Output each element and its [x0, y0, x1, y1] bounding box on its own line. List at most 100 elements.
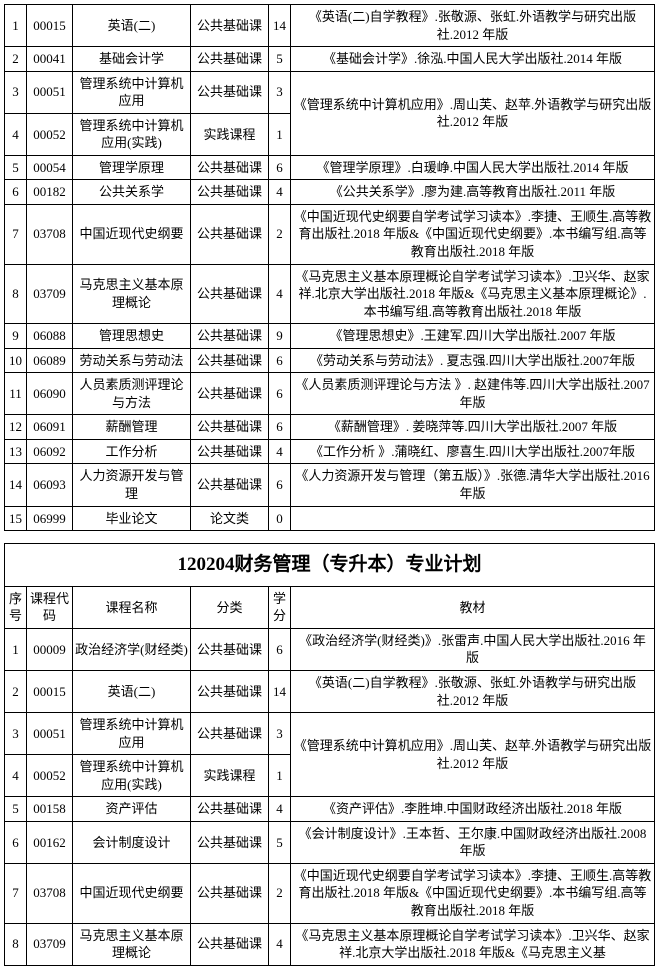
- cell-cred: 14: [269, 5, 291, 47]
- cell-idx: 3: [5, 71, 27, 113]
- cell-idx: 4: [5, 113, 27, 155]
- cell-cat: 公共基础课: [191, 415, 269, 440]
- table-row: 1306092工作分析公共基础课4《工作分析 》.蒲晓红、廖喜生.四川大学出版社…: [5, 439, 655, 464]
- cell-cred: 9: [269, 324, 291, 349]
- cell-code: 00182: [27, 180, 73, 205]
- cell-book: 《中国近现代史纲要自学考试学习读本》.李捷、王顺生.高等教育出版社.2018 年…: [291, 204, 655, 264]
- cell-idx: 3: [5, 713, 27, 755]
- cell-cred: 2: [269, 204, 291, 264]
- cell-name: 基础会计学: [73, 47, 191, 72]
- header-name: 课程名称: [73, 586, 191, 628]
- cell-idx: 15: [5, 506, 27, 531]
- cell-cat: 公共基础课: [191, 821, 269, 863]
- table-row: 300051管理系统中计算机应用公共基础课3《管理系统中计算机应用》.周山芙、赵…: [5, 713, 655, 755]
- cell-cat: 公共基础课: [191, 71, 269, 113]
- cell-code: 00051: [27, 71, 73, 113]
- cell-idx: 1: [5, 628, 27, 670]
- cell-idx: 8: [5, 264, 27, 324]
- cell-cat: 公共基础课: [191, 155, 269, 180]
- cell-book: 《基础会计学》.徐泓.中国人民大学出版社.2014 年版: [291, 47, 655, 72]
- cell-cat: 公共基础课: [191, 797, 269, 822]
- cell-cred: 6: [269, 155, 291, 180]
- cell-cat: 公共基础课: [191, 923, 269, 965]
- cell-cred: 2: [269, 863, 291, 923]
- cell-cred: 5: [269, 47, 291, 72]
- cell-idx: 1: [5, 5, 27, 47]
- table-title-row: 120204财务管理（专升本）专业计划: [5, 544, 655, 587]
- cell-idx: 13: [5, 439, 27, 464]
- cell-cred: 1: [269, 755, 291, 797]
- course-table-1: 100015英语(二)公共基础课14《英语(二)自学教程》.张敬源、张虹.外语教…: [4, 4, 655, 531]
- cell-cred: 4: [269, 439, 291, 464]
- cell-book: 《公共关系学》.廖为建.高等教育出版社.2011 年版: [291, 180, 655, 205]
- cell-cat: 公共基础课: [191, 439, 269, 464]
- table-title: 120204财务管理（专升本）专业计划: [5, 544, 655, 587]
- table-row: 906088管理思想史公共基础课9《管理思想史》.王建军.四川大学出版社.200…: [5, 324, 655, 349]
- header-code: 课程代码: [27, 586, 73, 628]
- cell-book: 《工作分析 》.蒲晓红、廖喜生.四川大学出版社.2007年版: [291, 439, 655, 464]
- cell-cat: 实践课程: [191, 755, 269, 797]
- table-row: 703708中国近现代史纲要公共基础课2《中国近现代史纲要自学考试学习读本》.李…: [5, 204, 655, 264]
- cell-name: 马克思主义基本原理概论: [73, 264, 191, 324]
- cell-cat: 公共基础课: [191, 5, 269, 47]
- cell-code: 00054: [27, 155, 73, 180]
- cell-cat: 公共基础课: [191, 670, 269, 712]
- table-header-row: 序号 课程代码 课程名称 分类 学分 教材: [5, 586, 655, 628]
- cell-code: 00158: [27, 797, 73, 822]
- course-table-2: 120204财务管理（专升本）专业计划 序号 课程代码 课程名称 分类 学分 教…: [4, 543, 655, 965]
- cell-book: 《管理系统中计算机应用》.周山芙、赵苹.外语教学与研究出版社.2012 年版: [291, 713, 655, 797]
- cell-code: 00052: [27, 113, 73, 155]
- cell-cred: 5: [269, 821, 291, 863]
- cell-code: 06091: [27, 415, 73, 440]
- cell-code: 06090: [27, 373, 73, 415]
- cell-code: 03708: [27, 204, 73, 264]
- cell-cat: 论文类: [191, 506, 269, 531]
- cell-cred: 0: [269, 506, 291, 531]
- table-row: 1406093人力资源开发与管理公共基础课6《人力资源开发与管理（第五版）》.张…: [5, 464, 655, 506]
- cell-code: 00009: [27, 628, 73, 670]
- cell-cat: 公共基础课: [191, 628, 269, 670]
- cell-idx: 14: [5, 464, 27, 506]
- table-row: 600182公共关系学公共基础课4《公共关系学》.廖为建.高等教育出版社.201…: [5, 180, 655, 205]
- table-row: 1006089劳动关系与劳动法公共基础课6《劳动关系与劳动法》. 夏志强.四川大…: [5, 348, 655, 373]
- cell-name: 会计制度设计: [73, 821, 191, 863]
- table-gap: [4, 531, 655, 543]
- cell-cat: 公共基础课: [191, 180, 269, 205]
- table-row: 500054管理学原理公共基础课6《管理学原理》.白瑗峥.中国人民大学出版社.2…: [5, 155, 655, 180]
- table-row: 100009政治经济学(财经类)公共基础课6《政治经济学(财经类)》.张雷声.中…: [5, 628, 655, 670]
- cell-idx: 5: [5, 155, 27, 180]
- cell-cred: 4: [269, 180, 291, 205]
- cell-book: 《资产评估》.李胜坤.中国财政经济出版社.2018 年版: [291, 797, 655, 822]
- cell-name: 人力资源开发与管理: [73, 464, 191, 506]
- cell-code: 03709: [27, 264, 73, 324]
- cell-idx: 8: [5, 923, 27, 965]
- cell-name: 资产评估: [73, 797, 191, 822]
- cell-book: 《马克思主义基本原理概论自学考试学习读本》.卫兴华、赵家祥.北京大学出版社.20…: [291, 923, 655, 965]
- cell-code: 06088: [27, 324, 73, 349]
- cell-name: 工作分析: [73, 439, 191, 464]
- cell-book: 《会计制度设计》.王本哲、王尔康.中国财政经济出版社.2008 年版: [291, 821, 655, 863]
- cell-name: 英语(二): [73, 670, 191, 712]
- cell-idx: 7: [5, 863, 27, 923]
- cell-cat: 公共基础课: [191, 264, 269, 324]
- cell-book: 《管理思想史》.王建军.四川大学出版社.2007 年版: [291, 324, 655, 349]
- cell-cred: 6: [269, 464, 291, 506]
- cell-code: 03708: [27, 863, 73, 923]
- cell-name: 中国近现代史纲要: [73, 204, 191, 264]
- cell-code: 06092: [27, 439, 73, 464]
- cell-cat: 公共基础课: [191, 713, 269, 755]
- table-row: 500158资产评估公共基础课4《资产评估》.李胜坤.中国财政经济出版社.201…: [5, 797, 655, 822]
- cell-name: 公共关系学: [73, 180, 191, 205]
- cell-book: [291, 506, 655, 531]
- cell-book: 《劳动关系与劳动法》. 夏志强.四川大学出版社.2007年版: [291, 348, 655, 373]
- cell-idx: 2: [5, 670, 27, 712]
- table-row: 1106090人员素质测评理论与方法公共基础课6《人员素质测评理论与方法 》. …: [5, 373, 655, 415]
- cell-book: 《英语(二)自学教程》.张敬源、张虹.外语教学与研究出版社.2012 年版: [291, 670, 655, 712]
- cell-idx: 11: [5, 373, 27, 415]
- cell-idx: 12: [5, 415, 27, 440]
- cell-name: 管理思想史: [73, 324, 191, 349]
- cell-cat: 公共基础课: [191, 464, 269, 506]
- table-row: 300051管理系统中计算机应用公共基础课3《管理系统中计算机应用》.周山芙、赵…: [5, 71, 655, 113]
- cell-code: 00052: [27, 755, 73, 797]
- cell-cat: 公共基础课: [191, 47, 269, 72]
